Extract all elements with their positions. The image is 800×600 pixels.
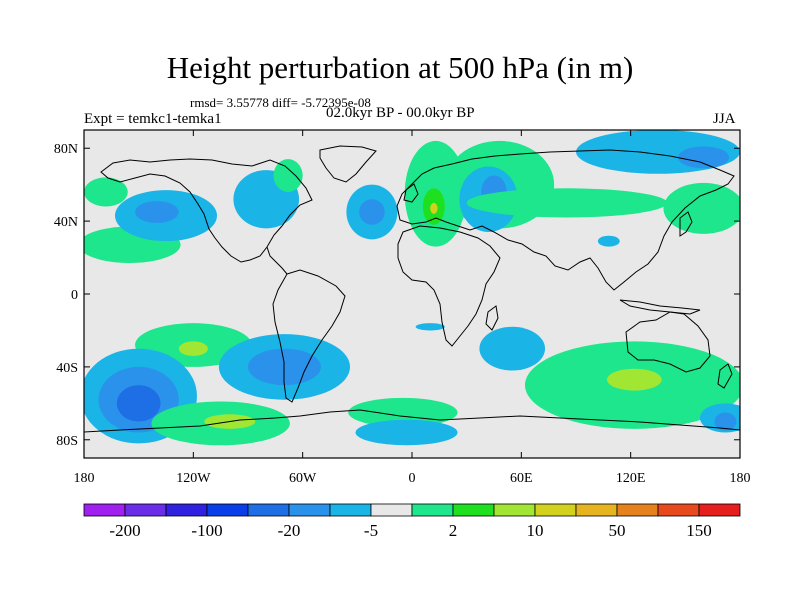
coast-eurasia <box>396 149 735 291</box>
anomaly-patch-23 <box>116 385 161 422</box>
colorbar-label: -20 <box>278 521 301 540</box>
colorbar-label: 50 <box>609 521 626 540</box>
map-axes: 80N 40N 0 40S 80S 180 120W 60W 0 60E 120E 180 <box>54 130 751 486</box>
coast-australia <box>625 311 711 373</box>
colorbar-swatch <box>575 503 618 517</box>
anomaly-patch-7 <box>359 199 385 225</box>
y-tick-label: 80S <box>56 434 78 449</box>
colorbar-label: 10 <box>527 521 544 540</box>
coast-north-america <box>100 158 313 263</box>
season-label: JJA <box>713 111 736 127</box>
anomaly-patch-30 <box>415 323 445 331</box>
period-label: 02.0kyr BP - 00.0kyr BP <box>326 105 475 121</box>
colorbar-swatch <box>83 503 126 517</box>
stats-line: rmsd= 3.55778 diff= -5.72395e-08 <box>190 95 371 110</box>
coast-japan <box>679 211 693 237</box>
anomaly-patch-1 <box>84 177 128 207</box>
plot-title: Height perturbation at 500 hPa (in m) <box>166 50 634 85</box>
colorbar-swatch <box>616 503 659 517</box>
coastlines <box>84 145 740 433</box>
colorbar-swatch <box>165 503 208 517</box>
colorbar-swatch <box>411 503 454 517</box>
colorbar-swatch <box>247 503 290 517</box>
colorbar-swatch <box>452 503 495 517</box>
colorbar-swatch <box>534 503 577 517</box>
colorbar-swatch <box>206 503 249 517</box>
coast-indonesia <box>619 299 701 315</box>
colorbar: -200 -100 -20 -5 2 10 50 150 <box>83 503 741 540</box>
coast-madagascar <box>485 305 499 331</box>
anomaly-patch-16 <box>678 146 730 169</box>
anomaly-patch-20 <box>178 341 208 356</box>
y-tick-label: 0 <box>71 288 78 303</box>
colorbar-label: -5 <box>364 521 378 540</box>
x-tick-label: 120E <box>616 471 646 486</box>
colorbar-swatch <box>493 503 536 517</box>
colorbar-swatch <box>124 503 167 517</box>
experiment-label: Expt = temkc1-temka1 <box>84 111 222 127</box>
colorbar-label: 2 <box>449 521 458 540</box>
colorbar-label: -200 <box>109 521 140 540</box>
coast-central-america <box>266 246 288 275</box>
anomaly-patch-3 <box>135 201 179 223</box>
anomaly-patch-14 <box>466 188 668 218</box>
anomaly-patch-35 <box>714 412 737 431</box>
anomaly-patch-18 <box>597 235 620 247</box>
anomaly-patch-17 <box>663 182 740 234</box>
x-tick-label: 180 <box>74 471 95 486</box>
colorbar-swatch <box>698 503 741 517</box>
anomaly-patch-29 <box>479 326 546 371</box>
colorbar-label: -100 <box>191 521 222 540</box>
coast-south-america <box>272 269 346 403</box>
y-tick-label: 80N <box>54 142 78 157</box>
coast-uk <box>403 183 419 203</box>
x-tick-label: 0 <box>409 471 416 486</box>
y-tick-label: 40S <box>56 361 78 376</box>
colorbar-swatch <box>370 503 413 517</box>
anomaly-patch-28 <box>348 397 458 428</box>
colorbar-swatch <box>288 503 331 517</box>
anomaly-patch-10 <box>430 202 438 214</box>
coast-new-zealand <box>717 363 733 389</box>
y-tick-label: 40N <box>54 215 78 230</box>
colorbar-swatch <box>657 503 700 517</box>
x-tick-label: 120W <box>176 471 211 486</box>
colorbar-label: 150 <box>686 521 712 540</box>
anomaly-patch-5 <box>273 159 303 192</box>
anomaly-patch-31 <box>355 419 458 446</box>
x-tick-label: 60W <box>289 471 317 486</box>
coast-greenland <box>319 145 377 183</box>
coast-antarctica <box>84 409 740 433</box>
x-tick-label: 60E <box>510 471 533 486</box>
x-tick-label: 180 <box>730 471 751 486</box>
anomaly-patch-33 <box>606 368 662 391</box>
coast-africa <box>397 225 501 347</box>
colorbar-swatch <box>329 503 372 517</box>
anomaly-field <box>84 130 740 446</box>
